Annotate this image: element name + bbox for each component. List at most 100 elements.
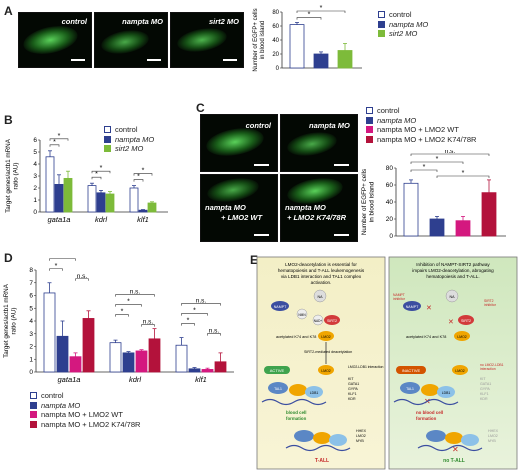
micrograph-a-nampta: nampta MO — [94, 12, 168, 68]
svg-text:SIRT2: SIRT2 — [327, 319, 337, 323]
legend-d: control nampta MO nampta MO + LMO2 WT na… — [30, 391, 140, 429]
no-interaction-l1: no LMO2-LDB1 — [480, 363, 504, 367]
y-axis-label-line1: Target genes/actb1 mRNA — [5, 138, 12, 213]
svg-text:SIRT2-mediated deacetylation: SIRT2-mediated deacetylation — [304, 350, 352, 354]
legend-entry: control — [41, 391, 64, 401]
micrograph-label: + LMO2 K74/78R — [287, 213, 346, 222]
svg-text:no T-ALL: no T-ALL — [443, 458, 465, 464]
nmn-node — [296, 308, 308, 320]
micrograph-c-control: control — [200, 114, 278, 172]
left-title-l1: LMO2-deacetylation is essential for — [285, 262, 357, 267]
svg-text:✕: ✕ — [452, 445, 459, 454]
svg-text:KIT: KIT — [348, 377, 354, 381]
y-tick-label: 6 — [33, 137, 37, 144]
legend-entry: control — [377, 106, 400, 116]
svg-text:TAL1: TAL1 — [274, 387, 282, 391]
legend-a: control nampta MO sirt2 MO — [378, 10, 428, 39]
no-interaction-l2: interaction — [480, 367, 496, 371]
panel-label-c: C — [196, 101, 205, 115]
svg-text:LMO2: LMO2 — [321, 335, 330, 339]
bar-klf1-2 — [201, 369, 214, 373]
significance-label: * — [61, 256, 64, 260]
significance-label: * — [58, 133, 61, 140]
bar-gata1a-2 — [69, 356, 82, 373]
svg-text:NAD+: NAD+ — [314, 319, 323, 323]
bar-kdrl-1 — [122, 352, 135, 373]
y-axis-label-line1: Number of EGFP+ cells — [361, 169, 368, 235]
svg-text:LDB1: LDB1 — [310, 391, 319, 395]
y-axis-label-line1: Target genes/actb1 mRNA — [3, 283, 10, 358]
legend-entry: nampta MO + LMO2 WT — [377, 125, 459, 135]
significance-bracket — [91, 176, 102, 180]
significance-bracket — [91, 170, 111, 174]
legend-b: control nampta MO sirt2 MO — [104, 125, 154, 154]
svg-text:ACTIVE: ACTIVE — [270, 368, 285, 373]
right-title-l2: impairs LMO2-deacetylation, abrogating — [412, 268, 494, 273]
chart-b: 0 1 2 3 4 5 6 Target genes/actb1 mRNA ratio (AU)… — [5, 133, 168, 224]
svg-text:HHEX: HHEX — [488, 429, 499, 433]
significance-bracket — [181, 313, 208, 316]
legend-entry: sirt2 MO — [389, 29, 418, 39]
diagram-e: LMO2-deacetylation is essential for hema… — [256, 256, 518, 470]
micrograph-label: nampta MO — [285, 203, 326, 212]
left-title-l4: activation. — [311, 280, 332, 285]
lmo2-active — [318, 365, 334, 375]
significance-bracket — [115, 304, 142, 307]
x-category-label: kdrl — [129, 375, 141, 384]
significance-label: * — [137, 174, 140, 181]
panel-label-e: E — [250, 253, 259, 267]
legend-entry: nampta MO + LMO2 WT — [41, 410, 123, 420]
nampt-node — [271, 301, 289, 311]
y-tick-label: 40 — [386, 199, 394, 206]
svg-text:GYPA: GYPA — [348, 387, 358, 391]
blood-cell-l2: formation — [286, 416, 307, 421]
panel-label-d: D — [4, 251, 13, 265]
y-tick-label: 20 — [272, 52, 279, 58]
svg-text:INACTIVE: INACTIVE — [402, 368, 421, 373]
scale-bar — [71, 59, 85, 61]
y-tick-label: 2 — [29, 344, 33, 351]
significance-label: * — [320, 5, 323, 12]
x-category-label: kdrl — [95, 215, 107, 224]
svg-text:TAL1: TAL1 — [406, 387, 414, 391]
bar-2 — [455, 220, 471, 237]
svg-text:GATA1: GATA1 — [348, 382, 359, 386]
significance-label: * — [436, 156, 439, 163]
panel-label-b: B — [4, 113, 13, 127]
block-x: ✕ — [426, 305, 432, 312]
no-blood-cell-l1: no blood cell — [416, 410, 443, 415]
significance-label: n.s. — [130, 289, 141, 296]
legend-entry: nampta MO — [115, 134, 155, 144]
y-tick-label: 4 — [33, 161, 37, 168]
micrograph-label: control — [245, 121, 271, 130]
right-title-l1: Inhibition of NAMPT-SIRT2 pathway — [416, 262, 490, 267]
sirt2-node — [324, 315, 340, 325]
svg-text:KIT: KIT — [480, 377, 486, 381]
significance-label: n.s. — [77, 273, 88, 280]
x-category-label: klf1 — [195, 375, 207, 384]
scale-bar — [334, 164, 349, 166]
bar-kdrl-2 — [135, 350, 148, 373]
significance-label: * — [187, 318, 190, 325]
significance-bracket — [49, 144, 60, 147]
legend-entry: nampta MO — [389, 19, 429, 29]
legend-entry: control — [389, 10, 412, 20]
y-tick-label: 60 — [272, 24, 279, 30]
significance-bracket — [49, 268, 63, 271]
y-tick-label: 80 — [272, 10, 279, 16]
y-tick-label: 5 — [33, 149, 37, 156]
significance-bracket — [436, 175, 490, 178]
svg-text:HHEX: HHEX — [356, 429, 367, 433]
significance-label: * — [127, 299, 130, 306]
micrograph-label: nampta MO — [122, 17, 163, 26]
svg-text:KDR: KDR — [480, 397, 488, 401]
legend-entry: nampta MO — [41, 400, 81, 410]
significance-label: n.s. — [445, 150, 456, 155]
inactive-label-box — [396, 366, 426, 374]
svg-text:GATA1: GATA1 — [480, 382, 491, 386]
y-tick-label: 60 — [386, 182, 394, 189]
bar-gata1a-2 — [63, 178, 73, 213]
panel-label-a: A — [4, 4, 13, 18]
svg-text:LMO2-LDB1 interaction: LMO2-LDB1 interaction — [348, 365, 384, 369]
micrograph-label: + LMO2 WT — [221, 213, 263, 222]
